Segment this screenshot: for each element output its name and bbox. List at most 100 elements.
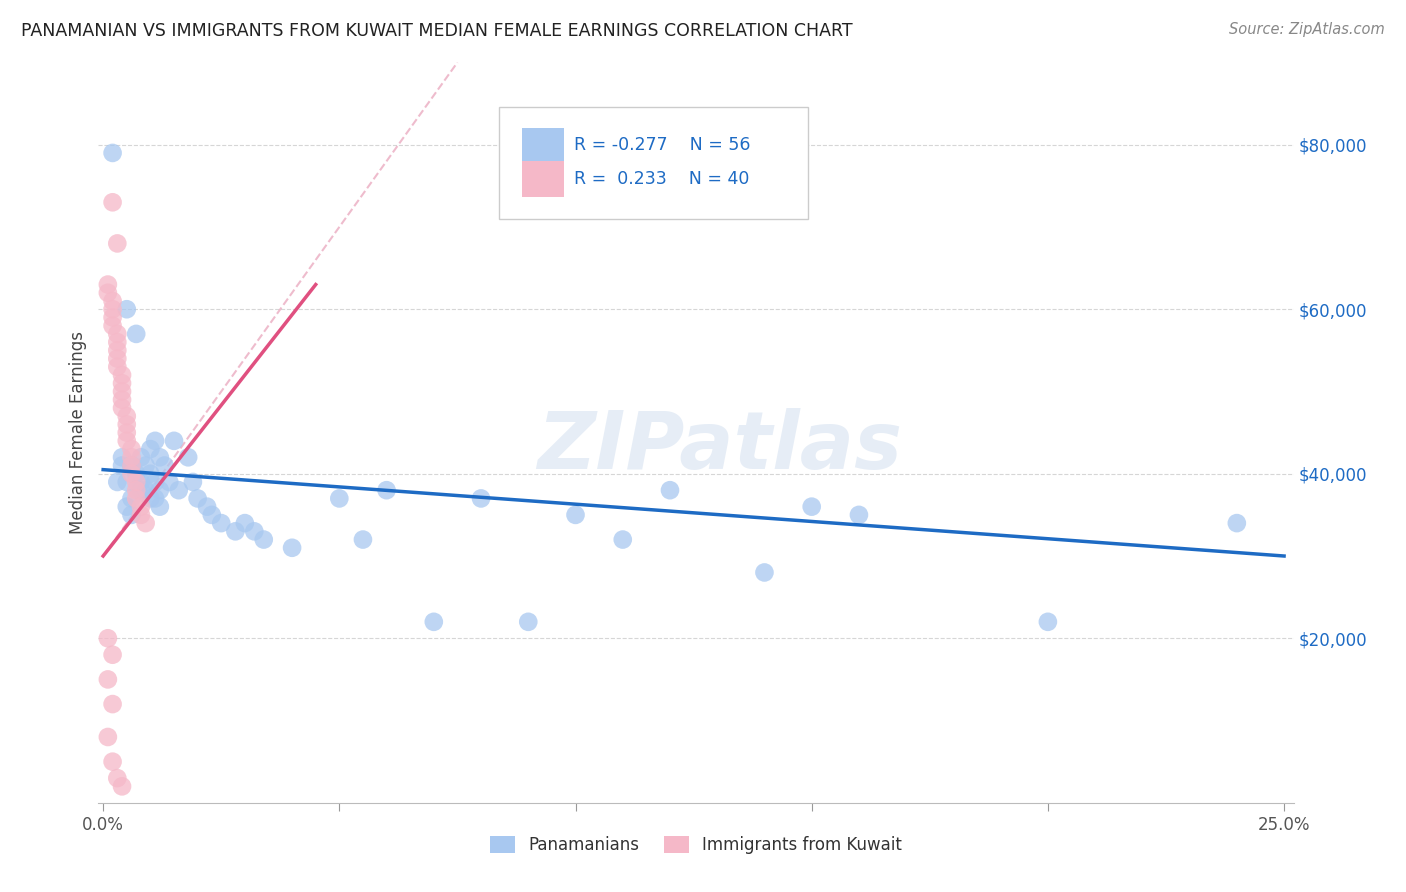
Point: [101, 697, 124, 711]
Point: [125, 326, 148, 341]
Point: [149, 450, 172, 465]
Point: [177, 450, 200, 465]
Point: [105, 771, 128, 785]
Point: [111, 458, 134, 473]
Point: [105, 351, 128, 366]
Point: [105, 343, 128, 358]
Point: [101, 302, 124, 317]
Text: R =  0.233    N = 40: R = 0.233 N = 40: [574, 170, 749, 188]
Y-axis label: Median Female Earnings: Median Female Earnings: [69, 331, 87, 534]
Point: [233, 516, 256, 530]
Point: [135, 458, 157, 473]
Point: [163, 434, 186, 448]
Point: [105, 475, 128, 489]
Point: [101, 145, 124, 160]
Point: [115, 500, 138, 514]
Point: [253, 533, 276, 547]
Point: [125, 483, 148, 498]
Point: [1036, 615, 1059, 629]
Point: [125, 467, 148, 481]
Point: [143, 491, 166, 506]
Point: [121, 508, 143, 522]
Point: [149, 500, 172, 514]
Text: PANAMANIAN VS IMMIGRANTS FROM KUWAIT MEDIAN FEMALE EARNINGS CORRELATION CHART: PANAMANIAN VS IMMIGRANTS FROM KUWAIT MED…: [21, 22, 852, 40]
Point: [121, 458, 143, 473]
Point: [125, 491, 148, 506]
Legend: Panamanians, Immigrants from Kuwait: Panamanians, Immigrants from Kuwait: [484, 830, 908, 861]
Point: [224, 524, 246, 539]
Point: [143, 434, 166, 448]
Point: [423, 615, 446, 629]
Point: [115, 417, 138, 432]
Point: [101, 648, 124, 662]
Point: [1226, 516, 1249, 530]
Point: [139, 467, 162, 481]
Point: [111, 450, 134, 465]
Point: [97, 730, 120, 744]
Point: [121, 491, 143, 506]
Point: [659, 483, 682, 498]
Point: [201, 508, 224, 522]
Point: [149, 483, 172, 498]
Point: [139, 491, 162, 506]
Point: [115, 434, 138, 448]
Point: [129, 475, 152, 489]
Point: [517, 615, 540, 629]
Point: [121, 450, 143, 465]
Point: [97, 277, 120, 292]
Point: [352, 533, 374, 547]
Point: [115, 302, 138, 317]
Point: [209, 516, 232, 530]
Point: [129, 508, 152, 522]
Point: [129, 483, 152, 498]
Point: [800, 500, 823, 514]
Point: [121, 467, 143, 481]
Point: [121, 442, 143, 456]
Text: R = -0.277    N = 56: R = -0.277 N = 56: [574, 136, 751, 154]
Point: [848, 508, 870, 522]
Text: ZIPatlas: ZIPatlas: [537, 409, 903, 486]
Point: [121, 458, 143, 473]
Point: [153, 458, 176, 473]
Point: [97, 632, 120, 646]
Point: [105, 359, 128, 374]
Text: Source: ZipAtlas.com: Source: ZipAtlas.com: [1229, 22, 1385, 37]
Point: [111, 392, 134, 407]
Point: [564, 508, 586, 522]
Point: [135, 516, 157, 530]
Point: [139, 442, 162, 456]
Point: [143, 475, 166, 489]
Point: [101, 310, 124, 325]
Point: [111, 384, 134, 399]
Point: [101, 318, 124, 333]
Point: [111, 401, 134, 415]
Point: [167, 483, 190, 498]
Point: [111, 368, 134, 382]
Point: [105, 335, 128, 350]
Point: [97, 285, 120, 300]
Point: [101, 755, 124, 769]
Point: [135, 483, 157, 498]
Point: [101, 293, 124, 308]
Point: [129, 450, 152, 465]
Point: [105, 236, 128, 251]
Point: [105, 326, 128, 341]
Point: [187, 491, 209, 506]
Point: [157, 475, 180, 489]
Point: [181, 475, 204, 489]
Point: [612, 533, 634, 547]
Point: [97, 673, 120, 687]
Point: [115, 425, 138, 440]
Point: [328, 491, 350, 506]
Point: [111, 376, 134, 391]
Point: [121, 458, 143, 473]
Point: [195, 500, 218, 514]
Point: [115, 409, 138, 424]
Point: [375, 483, 398, 498]
Point: [243, 524, 266, 539]
Point: [115, 475, 138, 489]
Point: [754, 566, 776, 580]
Point: [281, 541, 304, 555]
Point: [111, 780, 134, 794]
Point: [101, 195, 124, 210]
